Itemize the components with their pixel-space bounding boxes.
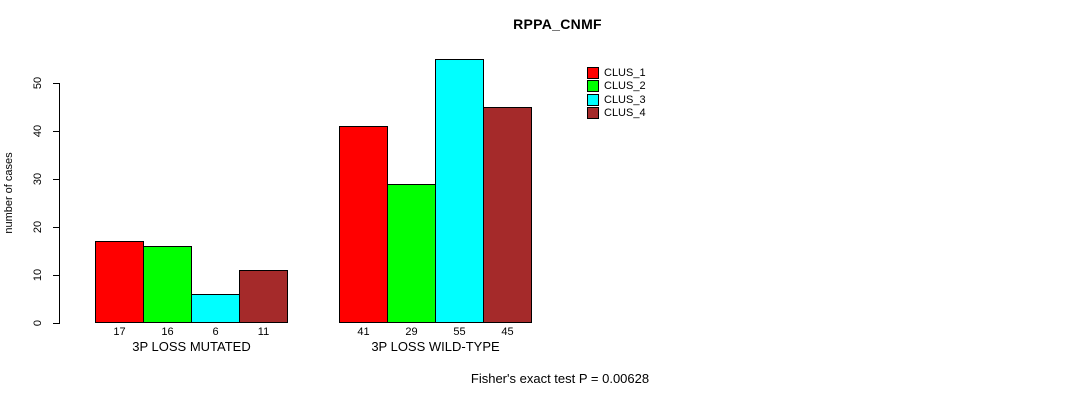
y-tick-label: 20 [32, 220, 44, 234]
y-tick-label: 10 [32, 268, 44, 282]
y-tick [53, 179, 60, 180]
y-tick [53, 227, 60, 228]
legend-label: CLUS_4 [604, 107, 646, 120]
footer-annotation: Fisher's exact test P = 0.00628 [470, 371, 650, 386]
bar-value-label: 16 [161, 326, 174, 338]
y-tick [53, 275, 60, 276]
y-axis-line [59, 83, 60, 324]
bar [95, 241, 144, 323]
y-tick [53, 131, 60, 132]
legend-swatch [587, 67, 599, 79]
legend-swatch [587, 93, 599, 106]
bar [191, 294, 240, 323]
bar-value-label: 55 [453, 326, 466, 338]
bar-value-label: 45 [501, 326, 514, 338]
y-tick [53, 323, 60, 324]
bar-value-label: 41 [357, 326, 370, 338]
y-tick-label: 50 [32, 76, 44, 90]
bar [387, 183, 436, 323]
legend-label: CLUS_1 [604, 67, 646, 79]
bar-value-label: 11 [257, 326, 270, 338]
y-tick-label: 0 [32, 319, 44, 327]
bar-value-label: 6 [212, 326, 219, 338]
bar [483, 107, 532, 323]
bar-value-label: 29 [405, 326, 418, 338]
x-category-label: 3P LOSS MUTATED [132, 339, 251, 354]
y-tick-label: 40 [32, 124, 44, 138]
bar [339, 126, 388, 323]
y-tick [53, 83, 60, 84]
legend-label: CLUS_3 [604, 93, 646, 106]
y-tick-label: 30 [32, 172, 44, 186]
bar [435, 59, 484, 323]
legend-swatch [587, 80, 599, 93]
bar [143, 246, 192, 323]
chart-title: RPPA_CNMF [513, 16, 602, 32]
legend-swatch [587, 107, 599, 120]
legend-label: CLUS_2 [604, 80, 646, 93]
bar [239, 270, 288, 323]
x-category-label: 3P LOSS WILD-TYPE [371, 339, 500, 354]
y-axis-label: number of cases [3, 152, 15, 234]
bar-value-label: 17 [113, 326, 126, 338]
